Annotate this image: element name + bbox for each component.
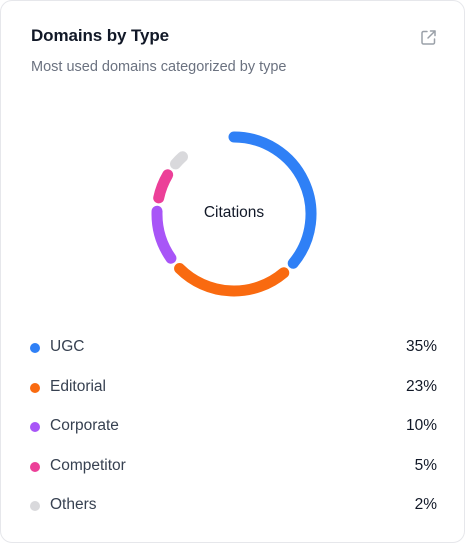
donut-segment-competitor[interactable] bbox=[153, 169, 174, 204]
legend-dot bbox=[30, 501, 40, 511]
legend-item-others: Others 2% bbox=[0, 486, 467, 525]
legend-value: 35% bbox=[405, 338, 437, 355]
legend-value: 23% bbox=[405, 377, 437, 395]
legend-label: Corporate bbox=[50, 417, 119, 434]
legend-item-editorial: Editorial 23% bbox=[0, 368, 467, 407]
donut-chart: Citations bbox=[151, 131, 317, 297]
external-link-icon[interactable] bbox=[419, 28, 438, 47]
card-subtitle: Most used domains categorized by type bbox=[31, 59, 287, 75]
legend-label: Others bbox=[50, 496, 97, 513]
legend-dot bbox=[30, 422, 40, 432]
legend-dot bbox=[30, 461, 40, 472]
donut-chart-svg bbox=[151, 131, 317, 297]
legend-dot bbox=[30, 382, 40, 393]
legend-value: 5% bbox=[414, 456, 437, 474]
donut-segment-editorial[interactable] bbox=[174, 262, 290, 297]
donut-segment-corporate[interactable] bbox=[151, 205, 177, 264]
donut-segment-others[interactable] bbox=[170, 151, 188, 170]
legend-value: 2% bbox=[414, 496, 437, 513]
legend-label: UGC bbox=[50, 338, 85, 355]
legend-value: 10% bbox=[405, 417, 437, 434]
legend-dot bbox=[30, 343, 40, 353]
legend-label: Editorial bbox=[50, 377, 106, 395]
legend-label: Competitor bbox=[50, 456, 126, 474]
legend-item-competitor: Competitor 5% bbox=[0, 447, 467, 486]
donut-center-label: Citations bbox=[203, 204, 265, 221]
donut-segment-ugc[interactable] bbox=[228, 131, 317, 269]
card-title: Domains by Type bbox=[31, 26, 169, 45]
legend-item-corporate: Corporate 10% bbox=[0, 407, 467, 446]
legend-item-ugc: UGC 35% bbox=[0, 328, 467, 367]
